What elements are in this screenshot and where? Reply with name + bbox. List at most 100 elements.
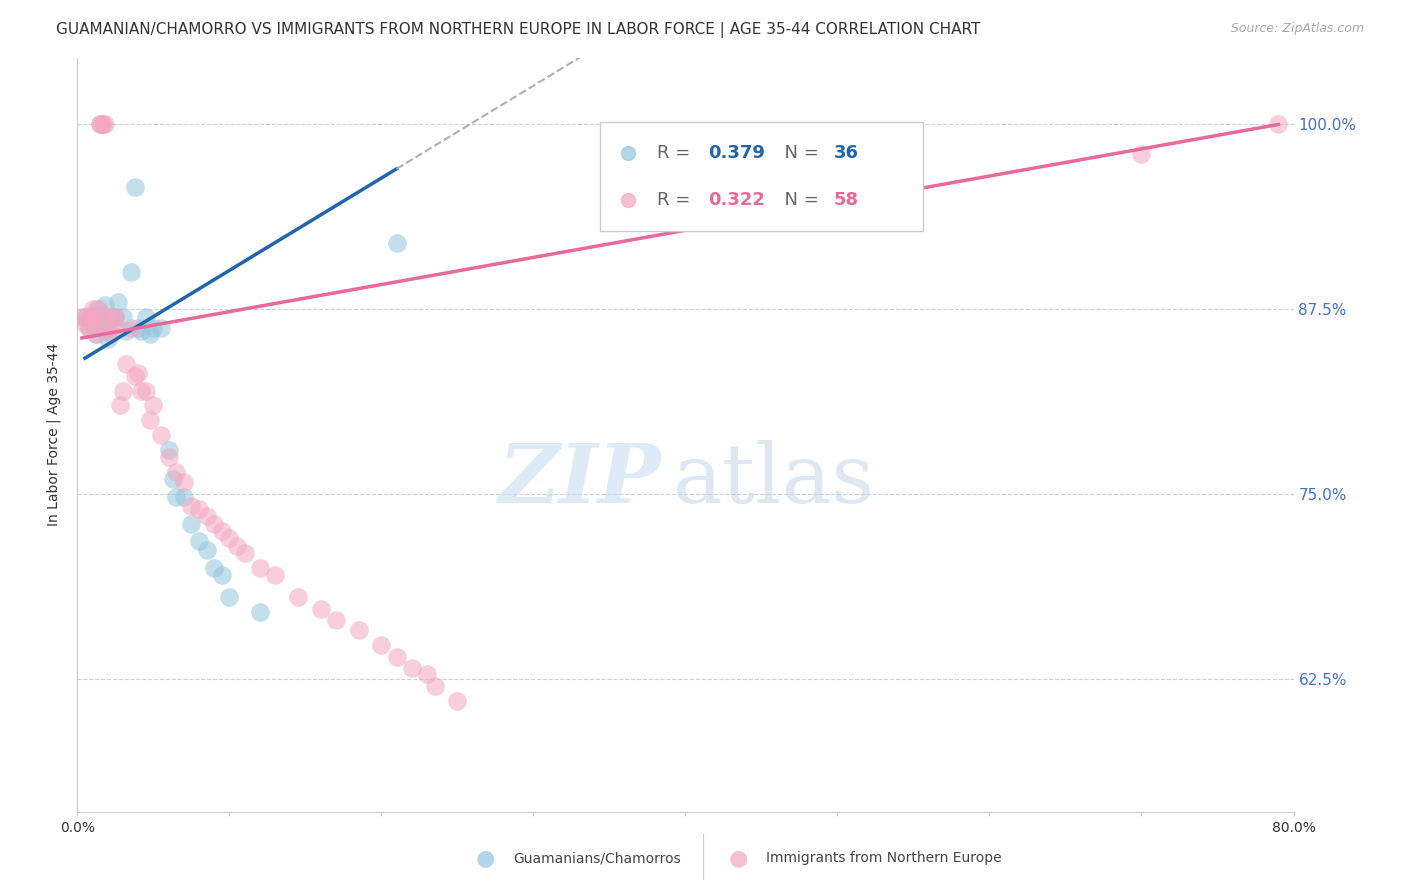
Point bbox=[173, 475, 195, 490]
Point bbox=[111, 384, 134, 398]
Point bbox=[195, 509, 218, 524]
Point bbox=[211, 568, 233, 582]
Point bbox=[211, 524, 233, 538]
Point bbox=[124, 368, 146, 383]
Point bbox=[104, 310, 127, 324]
Text: atlas: atlas bbox=[673, 440, 876, 520]
Text: GUAMANIAN/CHAMORRO VS IMMIGRANTS FROM NORTHERN EUROPE IN LABOR FORCE | AGE 35-44: GUAMANIAN/CHAMORRO VS IMMIGRANTS FROM NO… bbox=[56, 22, 980, 38]
Point bbox=[86, 302, 108, 317]
Point bbox=[226, 539, 249, 553]
Point bbox=[1267, 118, 1289, 132]
Point bbox=[287, 591, 309, 605]
Point bbox=[84, 327, 107, 342]
Point bbox=[103, 310, 125, 324]
Point bbox=[157, 442, 180, 457]
Point bbox=[325, 613, 347, 627]
Point bbox=[93, 325, 115, 339]
Text: 0.379: 0.379 bbox=[709, 145, 765, 162]
Point bbox=[82, 312, 104, 326]
Point bbox=[142, 398, 165, 412]
Text: Immigrants from Northern Europe: Immigrants from Northern Europe bbox=[766, 851, 1002, 865]
Point bbox=[264, 568, 287, 582]
Text: ●: ● bbox=[728, 848, 748, 868]
Point bbox=[127, 321, 149, 335]
Point bbox=[120, 265, 142, 279]
Text: 0.322: 0.322 bbox=[709, 191, 765, 209]
Point bbox=[188, 534, 211, 549]
Point bbox=[129, 384, 152, 398]
Point bbox=[89, 318, 111, 333]
Point bbox=[82, 302, 104, 317]
Point bbox=[157, 450, 180, 464]
Y-axis label: In Labor Force | Age 35-44: In Labor Force | Age 35-44 bbox=[46, 343, 62, 526]
Point bbox=[309, 602, 332, 616]
Point bbox=[79, 321, 101, 335]
Point bbox=[73, 310, 96, 324]
Point bbox=[82, 317, 104, 331]
Point bbox=[97, 332, 120, 346]
Point bbox=[93, 298, 115, 312]
Point bbox=[1130, 147, 1153, 161]
Point bbox=[202, 561, 225, 575]
Point bbox=[180, 516, 202, 531]
Point bbox=[149, 427, 172, 442]
Point bbox=[100, 310, 122, 324]
Point bbox=[135, 310, 157, 324]
Point bbox=[79, 321, 101, 335]
Point bbox=[93, 118, 115, 132]
Text: R =: R = bbox=[658, 145, 696, 162]
Point bbox=[84, 310, 107, 324]
Point bbox=[107, 294, 129, 309]
Point bbox=[104, 321, 127, 335]
Point bbox=[149, 321, 172, 335]
Point bbox=[195, 543, 218, 558]
Point bbox=[75, 310, 97, 324]
Point bbox=[129, 325, 152, 339]
Point bbox=[127, 366, 149, 380]
Point bbox=[97, 310, 120, 324]
Point bbox=[91, 118, 114, 132]
Text: N =: N = bbox=[773, 191, 824, 209]
Point bbox=[90, 118, 112, 132]
Text: R =: R = bbox=[658, 191, 696, 209]
Point bbox=[347, 623, 370, 637]
Point bbox=[89, 118, 111, 132]
Point bbox=[93, 321, 115, 335]
Point bbox=[385, 649, 408, 664]
Point bbox=[135, 384, 157, 398]
Point bbox=[73, 317, 96, 331]
Point bbox=[120, 321, 142, 335]
Point bbox=[218, 591, 240, 605]
Text: ZIP: ZIP bbox=[499, 440, 661, 520]
Point bbox=[249, 561, 271, 575]
Text: 58: 58 bbox=[834, 191, 859, 209]
Point bbox=[115, 357, 138, 371]
Point bbox=[97, 321, 120, 335]
Point bbox=[70, 310, 93, 324]
Point bbox=[755, 304, 778, 318]
Point bbox=[104, 310, 127, 324]
Point bbox=[188, 501, 211, 516]
Point bbox=[89, 307, 111, 321]
Point bbox=[100, 327, 122, 342]
Point bbox=[165, 465, 187, 479]
Point bbox=[385, 235, 408, 250]
Point bbox=[84, 327, 107, 342]
Point bbox=[249, 605, 271, 619]
Point bbox=[79, 310, 101, 324]
Text: N =: N = bbox=[773, 145, 824, 162]
Point bbox=[82, 310, 104, 324]
Point bbox=[233, 546, 256, 560]
Point bbox=[115, 325, 138, 339]
Point bbox=[162, 472, 184, 486]
Point bbox=[108, 398, 131, 412]
Text: Source: ZipAtlas.com: Source: ZipAtlas.com bbox=[1230, 22, 1364, 36]
Point bbox=[416, 667, 439, 681]
Point bbox=[755, 396, 778, 410]
Point bbox=[142, 321, 165, 335]
Point bbox=[87, 302, 110, 317]
Point bbox=[165, 490, 187, 504]
FancyBboxPatch shape bbox=[600, 122, 922, 231]
Text: ●: ● bbox=[475, 848, 495, 868]
Point bbox=[401, 661, 423, 675]
